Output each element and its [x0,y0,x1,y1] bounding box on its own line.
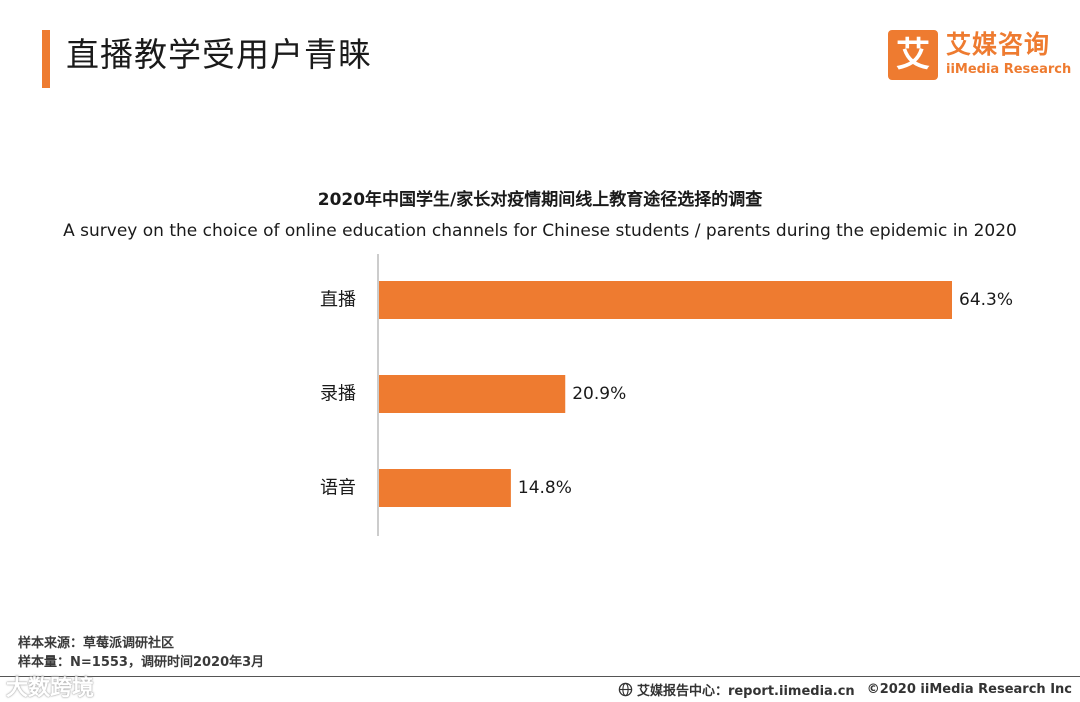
globe-icon [618,682,633,697]
footer-report-center: 艾媒报告中心：report.iimedia.cn [636,684,855,699]
logo-name-en: iiMedia Research [946,62,1072,77]
value-label-1: 20.9% [572,384,626,404]
page-title: 直播教学受用户青睐 [66,35,372,74]
bar-2 [379,469,511,507]
category-label-2: 语音 [320,478,356,499]
iimedia-logo: 艾 艾媒咨询 iiMedia Research [888,30,1072,82]
footer-credit: 艾媒报告中心：report.iimedia.cn ©2020 iiMedia R… [618,680,1072,699]
logo-mark-char: 艾 [896,35,930,75]
logo-name-cn: 艾媒咨询 [946,30,1051,59]
chart-subtitle: A survey on the choice of online educati… [63,221,1017,241]
footnote-source: 样本来源：草莓派调研社区 [18,636,175,651]
logo-mark-box [888,30,938,80]
bar-0 [379,281,952,319]
footnote-sample: 样本量：N=1553，调研时间2020年3月 [18,655,265,670]
value-label-0: 64.3% [959,290,1013,310]
category-label-0: 直播 [320,290,356,311]
category-label-1: 录播 [320,384,356,405]
chart-title: 2020年中国学生/家长对疫情期间线上教育途径选择的调查 [317,190,763,210]
footer-copyright: ©2020 iiMedia Research Inc [866,682,1072,697]
footer-divider [0,676,1080,677]
title-accent-bar [42,30,50,88]
watermark: 大数跨境 [6,676,95,701]
bar-1 [379,375,566,413]
value-label-2: 14.8% [518,478,572,498]
